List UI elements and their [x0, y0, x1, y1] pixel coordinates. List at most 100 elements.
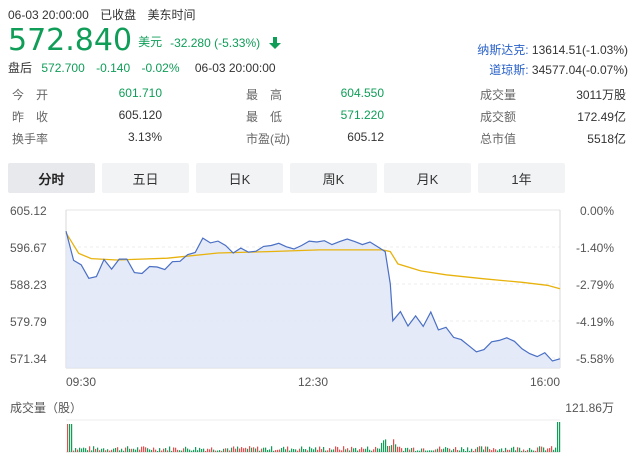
volume-bar — [109, 450, 111, 452]
volume-bar — [527, 449, 529, 452]
volume-bar — [151, 449, 153, 452]
volume-bar — [445, 447, 447, 452]
volume-bar — [101, 448, 103, 452]
volume-bar — [235, 448, 237, 452]
stat-open-value: 601.710 — [118, 86, 162, 100]
volume-bar — [265, 447, 267, 452]
y-tick-label: 579.79 — [10, 315, 47, 329]
volume-bar — [71, 424, 73, 452]
volume-bar — [389, 445, 391, 452]
y-tick-label: 588.23 — [10, 278, 47, 292]
volume-bar — [361, 447, 363, 452]
volume-bar — [97, 447, 99, 452]
volume-bar — [147, 448, 149, 452]
volume-axis-label: 成交量（股） — [10, 400, 82, 415]
volume-bar — [547, 448, 549, 452]
volume-bar — [385, 439, 387, 452]
tab-weekly-k[interactable]: 周K — [290, 163, 377, 193]
volume-bar — [473, 450, 475, 452]
arrow-down-icon — [269, 37, 282, 49]
volume-bar — [279, 449, 281, 452]
volume-bar — [267, 449, 269, 452]
intraday-chart[interactable]: 605.12 596.67 588.23 579.79 571.34 0.00%… — [0, 200, 640, 466]
volume-bar — [201, 448, 203, 452]
volume-bar — [373, 449, 375, 452]
volume-bar — [359, 449, 361, 452]
volume-bar — [289, 450, 291, 452]
stat-pe-value: 605.12 — [347, 130, 384, 144]
volume-bar — [515, 450, 517, 452]
volume-bar — [297, 450, 299, 452]
volume-bar — [347, 448, 349, 452]
volume-bar — [161, 450, 163, 452]
tab-five-day[interactable]: 五日 — [102, 163, 189, 193]
after-hours-change: -0.140 — [96, 61, 131, 75]
tab-monthly-k[interactable]: 月K — [384, 163, 471, 193]
volume-bar — [369, 449, 371, 452]
volume-bar — [531, 449, 533, 452]
stat-low-label: 最 低 — [246, 110, 283, 124]
volume-bar — [139, 449, 141, 452]
stat-low-value: 571.220 — [340, 108, 384, 122]
index-name[interactable]: 纳斯达克: — [477, 43, 529, 57]
volume-bar — [553, 449, 555, 452]
volume-bar — [121, 448, 123, 452]
volume-bar — [421, 448, 423, 452]
volume-bar — [447, 447, 449, 452]
volume-bar — [331, 449, 333, 452]
volume-bar — [239, 448, 241, 452]
volume-bar — [243, 448, 245, 452]
volume-bar — [271, 446, 273, 452]
volume-bar — [383, 440, 385, 452]
volume-bar — [77, 449, 79, 452]
volume-bar — [79, 447, 81, 452]
y-pct-label: -5.58% — [576, 352, 614, 366]
volume-bar — [481, 446, 483, 452]
y-pct-label: -1.40% — [576, 241, 614, 255]
stat-amount-label: 成交额 — [480, 110, 517, 124]
volume-bar — [489, 449, 491, 452]
volume-bar — [407, 447, 409, 452]
volume-bar — [315, 447, 317, 452]
volume-bar — [169, 446, 171, 452]
volume-bar — [123, 450, 125, 452]
volume-bar — [199, 447, 201, 452]
volume-bar — [75, 448, 77, 452]
stat-mktcap-value: 5518亿 — [587, 132, 626, 146]
tab-one-year[interactable]: 1年 — [478, 163, 565, 193]
volume-bar — [335, 446, 337, 452]
index-name[interactable]: 道琼斯: — [489, 63, 529, 77]
volume-bar — [275, 450, 277, 452]
volume-bar — [177, 449, 179, 452]
volume-bar — [155, 449, 157, 452]
index-nasdaq[interactable]: 纳斯达克: 13614.51(-1.03%) — [477, 41, 628, 58]
volume-bar — [439, 446, 441, 452]
volume-bar — [485, 446, 487, 452]
volume-bar — [509, 449, 511, 452]
volume-bar — [215, 450, 217, 452]
volume-bar — [307, 450, 309, 452]
volume-bar — [293, 448, 295, 452]
volume-bar — [455, 447, 457, 452]
volume-bar — [189, 449, 191, 452]
index-dow[interactable]: 道琼斯: 34577.04(-0.07%) — [489, 61, 628, 78]
volume-bar — [259, 450, 261, 452]
volume-bar — [125, 447, 127, 452]
volume-bar — [73, 450, 75, 452]
volume-bar — [89, 446, 91, 452]
volume-bar — [137, 447, 139, 452]
volume-bar — [403, 450, 405, 452]
volume-bar — [543, 447, 545, 452]
volume-bar — [143, 446, 145, 452]
quote-header-line: 06-03 20:00:00 已收盘 美东时间 — [8, 6, 203, 23]
volume-bar — [127, 446, 129, 452]
volume-bar — [551, 446, 553, 452]
tab-daily-k[interactable]: 日K — [196, 163, 283, 193]
tab-intraday[interactable]: 分时 — [8, 163, 95, 193]
volume-bar — [221, 450, 223, 452]
volume-bar — [461, 447, 463, 452]
price-row: 572.840 美元 -32.280 (-5.33%) — [8, 24, 282, 58]
volume-bar — [329, 448, 331, 452]
volume-bar — [173, 447, 175, 452]
volume-bar — [413, 447, 415, 452]
